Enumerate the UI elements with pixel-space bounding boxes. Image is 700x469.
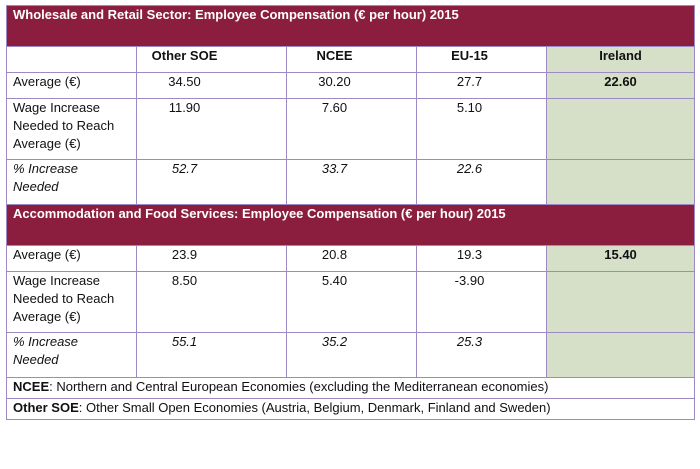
- footnote-key: NCEE: [13, 379, 50, 394]
- cell-other-soe: 55.1: [136, 332, 287, 378]
- cell-other-soe: 11.90: [136, 98, 287, 160]
- footnote-text: : Other Small Open Economies (Austria, B…: [78, 400, 551, 415]
- cell-ncee: 35.2: [286, 332, 417, 378]
- footnote-text: : Northern and Central European Economie…: [49, 379, 549, 394]
- cell-other-soe: 52.7: [136, 159, 287, 205]
- row-label-line: Needed: [13, 179, 59, 194]
- cell-eu15: 27.7: [416, 72, 547, 99]
- cell-ncee: 5.40: [286, 271, 417, 333]
- cell-ncee: 30.20: [286, 72, 417, 99]
- row-label-line: Wage Increase: [13, 273, 100, 288]
- cell-ireland: 15.40: [545, 245, 696, 272]
- column-header-empty: [6, 46, 137, 73]
- footnote-key: Other SOE: [13, 400, 79, 415]
- column-header-row: Other SOE NCEE EU-15 Ireland: [6, 46, 696, 73]
- cell-ireland-empty: [545, 332, 696, 378]
- cell-ncee: 7.60: [286, 98, 417, 160]
- footnote-row: Other SOE: Other Small Open Economies (A…: [5, 398, 696, 420]
- row-label: Wage Increase Needed to Reach Average (€…: [6, 98, 137, 160]
- table-row: Average (€) 23.9 20.8 19.3 15.40: [6, 245, 696, 272]
- section-title: Wholesale and Retail Sector: Employee Co…: [5, 5, 696, 47]
- row-label: % Increase Needed: [6, 332, 137, 378]
- section-header-wholesale: Wholesale and Retail Sector: Employee Co…: [5, 5, 696, 47]
- table-row: Wage Increase Needed to Reach Average (€…: [6, 271, 696, 333]
- compensation-table-container: Wholesale and Retail Sector: Employee Co…: [5, 5, 696, 420]
- column-header-ireland: Ireland: [545, 46, 696, 73]
- cell-other-soe: 34.50: [136, 72, 287, 99]
- row-label-line: Needed: [13, 352, 59, 367]
- table-row: % Increase Needed 55.1 35.2 25.3: [6, 332, 696, 378]
- table-row: Average (€) 34.50 30.20 27.7 22.60: [6, 72, 696, 99]
- row-label: % Increase Needed: [6, 159, 137, 205]
- cell-ncee: 33.7: [286, 159, 417, 205]
- cell-eu15: 19.3: [416, 245, 547, 272]
- cell-eu15: 5.10: [416, 98, 547, 160]
- cell-eu15: -3.90: [416, 271, 547, 333]
- section-title: Accommodation and Food Services: Employe…: [5, 204, 696, 246]
- footnote-ncee: NCEE: Northern and Central European Econ…: [5, 377, 696, 399]
- row-label: Average (€): [6, 245, 137, 272]
- row-label-line: % Increase: [13, 161, 79, 176]
- row-label-line: Wage Increase: [13, 100, 100, 115]
- cell-other-soe: 23.9: [136, 245, 287, 272]
- row-label-line: Average (€): [13, 309, 81, 324]
- column-header-ncee: NCEE: [286, 46, 417, 73]
- column-header-other-soe: Other SOE: [136, 46, 287, 73]
- cell-ireland-empty: [545, 271, 696, 333]
- row-label: Average (€): [6, 72, 137, 99]
- section-header-accommodation: Accommodation and Food Services: Employe…: [5, 204, 696, 246]
- cell-ireland: 22.60: [545, 72, 696, 99]
- row-label: Wage Increase Needed to Reach Average (€…: [6, 271, 137, 333]
- cell-other-soe: 8.50: [136, 271, 287, 333]
- row-label-line: % Increase: [13, 334, 79, 349]
- row-label-line: Needed to Reach: [13, 291, 115, 306]
- footnote-other-soe: Other SOE: Other Small Open Economies (A…: [5, 398, 696, 420]
- row-label-line: Average (€): [13, 136, 81, 151]
- column-header-eu15: EU-15: [416, 46, 547, 73]
- table-row: Wage Increase Needed to Reach Average (€…: [6, 98, 696, 160]
- table-row: % Increase Needed 52.7 33.7 22.6: [6, 159, 696, 205]
- cell-eu15: 22.6: [416, 159, 547, 205]
- compensation-table: Wholesale and Retail Sector: Employee Co…: [5, 5, 696, 420]
- cell-ireland-empty: [545, 159, 696, 205]
- footnote-row: NCEE: Northern and Central European Econ…: [5, 377, 696, 399]
- cell-ncee: 20.8: [286, 245, 417, 272]
- cell-eu15: 25.3: [416, 332, 547, 378]
- row-label-line: Needed to Reach: [13, 118, 115, 133]
- cell-ireland-empty: [545, 98, 696, 160]
